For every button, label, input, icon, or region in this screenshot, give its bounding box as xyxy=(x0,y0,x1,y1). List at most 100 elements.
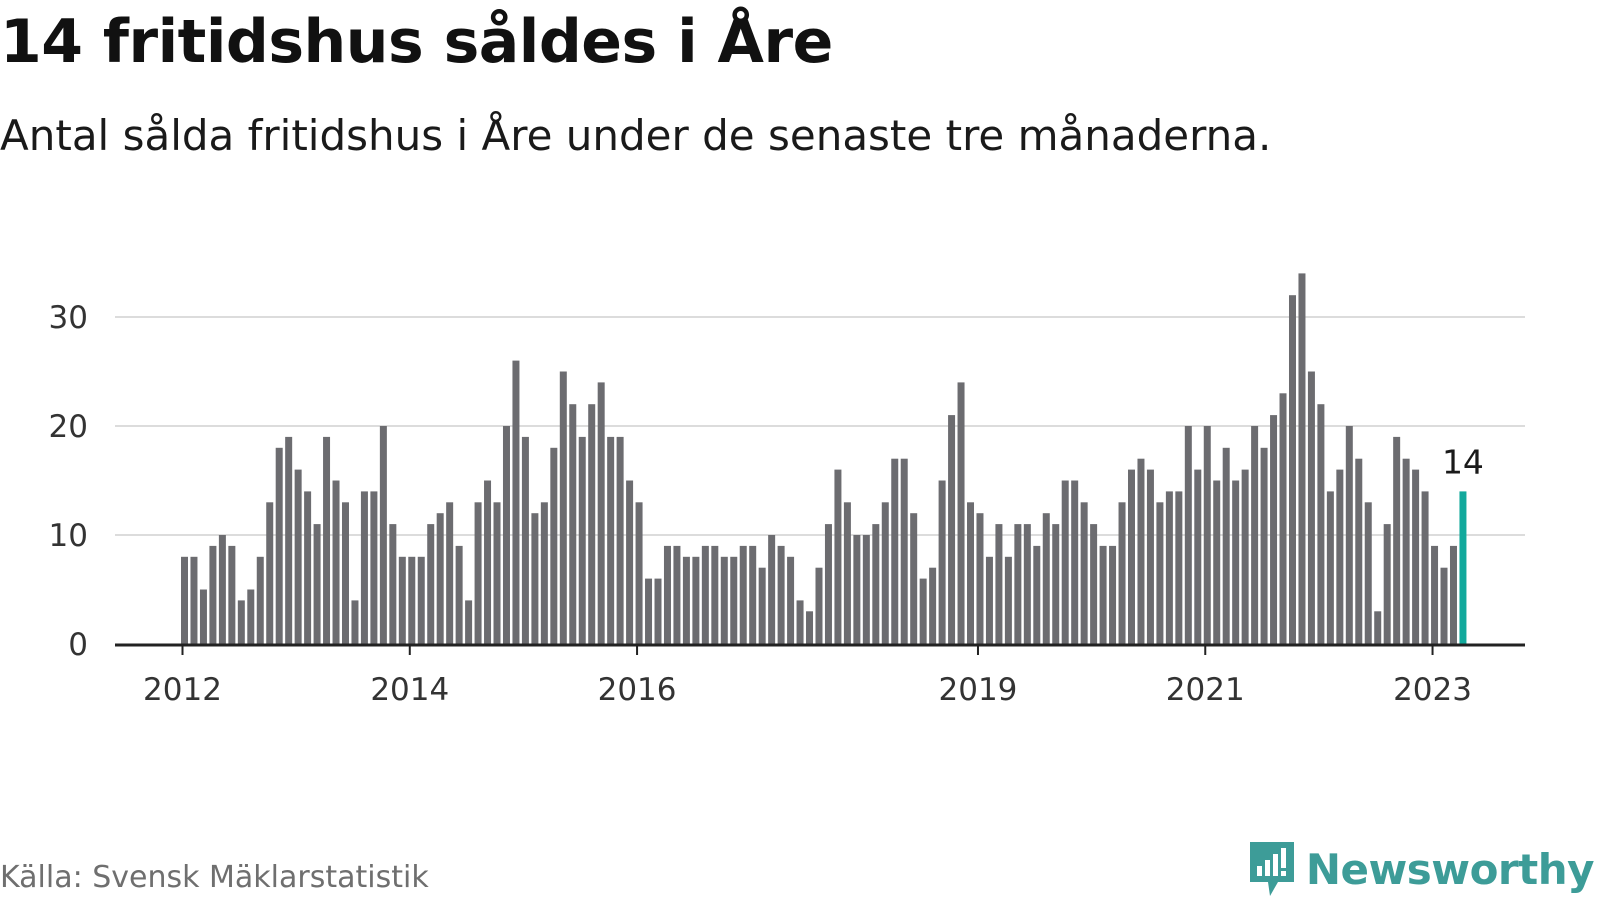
bar xyxy=(711,545,719,644)
bar xyxy=(1232,480,1240,644)
bar xyxy=(465,600,473,644)
bar xyxy=(275,447,283,644)
bar xyxy=(1014,524,1022,644)
bar xyxy=(1222,447,1230,644)
bar xyxy=(1421,491,1429,644)
bar xyxy=(862,535,870,644)
bar xyxy=(351,600,359,644)
bar-annotation: 14 xyxy=(1442,442,1484,481)
bar xyxy=(247,589,255,644)
bar xyxy=(427,524,435,644)
bar xyxy=(266,502,274,644)
bar xyxy=(1336,469,1344,644)
bar xyxy=(607,436,615,644)
bar xyxy=(190,556,198,644)
bar xyxy=(294,469,302,644)
bar xyxy=(474,502,482,644)
bar xyxy=(692,556,700,644)
bar xyxy=(872,524,880,644)
bar xyxy=(436,513,444,644)
bar xyxy=(900,458,908,644)
bar xyxy=(1033,545,1041,644)
bar xyxy=(1023,524,1031,644)
bar xyxy=(550,447,558,644)
x-tick-label: 2016 xyxy=(598,672,677,708)
bar xyxy=(341,502,349,644)
bar-series xyxy=(181,273,1467,644)
bar xyxy=(967,502,975,644)
bar xyxy=(843,502,851,644)
bar xyxy=(881,502,889,644)
bar xyxy=(1213,480,1221,644)
bar xyxy=(1298,273,1306,644)
x-tick-label: 2012 xyxy=(143,672,222,708)
bar xyxy=(720,556,728,644)
bar xyxy=(228,545,236,644)
bar xyxy=(379,426,387,644)
x-tick-label: 2014 xyxy=(370,672,449,708)
brand-logo: Newsworthy xyxy=(1246,838,1595,900)
bar xyxy=(929,567,937,644)
y-tick-label: 0 xyxy=(68,627,88,663)
bar xyxy=(910,513,918,644)
bar xyxy=(824,524,832,644)
bar xyxy=(493,502,501,644)
y-tick-label: 10 xyxy=(49,518,88,554)
bar xyxy=(1288,295,1296,644)
bar xyxy=(730,556,738,644)
bar xyxy=(985,556,993,644)
bar xyxy=(1203,426,1211,644)
brand-name: Newsworthy xyxy=(1305,844,1595,894)
source-note: Källa: Svensk Mäklarstatistik xyxy=(0,860,429,895)
bar xyxy=(1449,545,1457,644)
x-tick-label: 2023 xyxy=(1393,672,1472,708)
newsworthy-logo-icon xyxy=(1249,842,1294,896)
bar xyxy=(1260,447,1268,644)
bar xyxy=(531,513,539,644)
bar xyxy=(995,524,1003,644)
bar xyxy=(645,578,653,644)
bar xyxy=(1071,480,1079,644)
bar xyxy=(663,545,671,644)
bar xyxy=(370,491,378,644)
bar xyxy=(360,491,368,644)
bar xyxy=(758,567,766,644)
bar xyxy=(957,382,965,644)
bar xyxy=(1383,524,1391,644)
bar xyxy=(1393,436,1401,644)
axes: 0 10 20 30 14 2012 2014 2016 2019 2021 2023 xyxy=(49,300,1525,708)
bar xyxy=(654,578,662,644)
chart-subtitle: Antal sålda fritidshus i Åre under de se… xyxy=(0,111,1272,160)
bar xyxy=(777,545,785,644)
bar xyxy=(389,524,397,644)
bar xyxy=(398,556,406,644)
bar xyxy=(616,436,624,644)
bar xyxy=(919,578,927,644)
bar xyxy=(938,480,946,644)
bar xyxy=(1042,513,1050,644)
bar xyxy=(635,502,643,644)
bar xyxy=(1090,524,1098,644)
bar xyxy=(796,600,804,644)
bar xyxy=(948,415,956,644)
bar xyxy=(626,480,634,644)
bar xyxy=(1317,404,1325,644)
x-tick-label: 2019 xyxy=(939,672,1018,708)
bar xyxy=(1345,426,1353,644)
bar xyxy=(1146,469,1154,644)
bar xyxy=(484,480,492,644)
bar xyxy=(1241,469,1249,644)
bar xyxy=(521,436,529,644)
bar xyxy=(749,545,757,644)
chart-title: 14 fritidshus såldes i Åre xyxy=(0,7,833,77)
bar xyxy=(181,556,188,644)
bar xyxy=(682,556,690,644)
bar xyxy=(512,360,520,644)
bar xyxy=(332,480,340,644)
bar xyxy=(1431,545,1439,644)
y-tick-label: 20 xyxy=(49,409,88,445)
bar xyxy=(323,436,331,644)
bar xyxy=(588,404,596,644)
bar xyxy=(1052,524,1060,644)
bar xyxy=(1080,502,1088,644)
